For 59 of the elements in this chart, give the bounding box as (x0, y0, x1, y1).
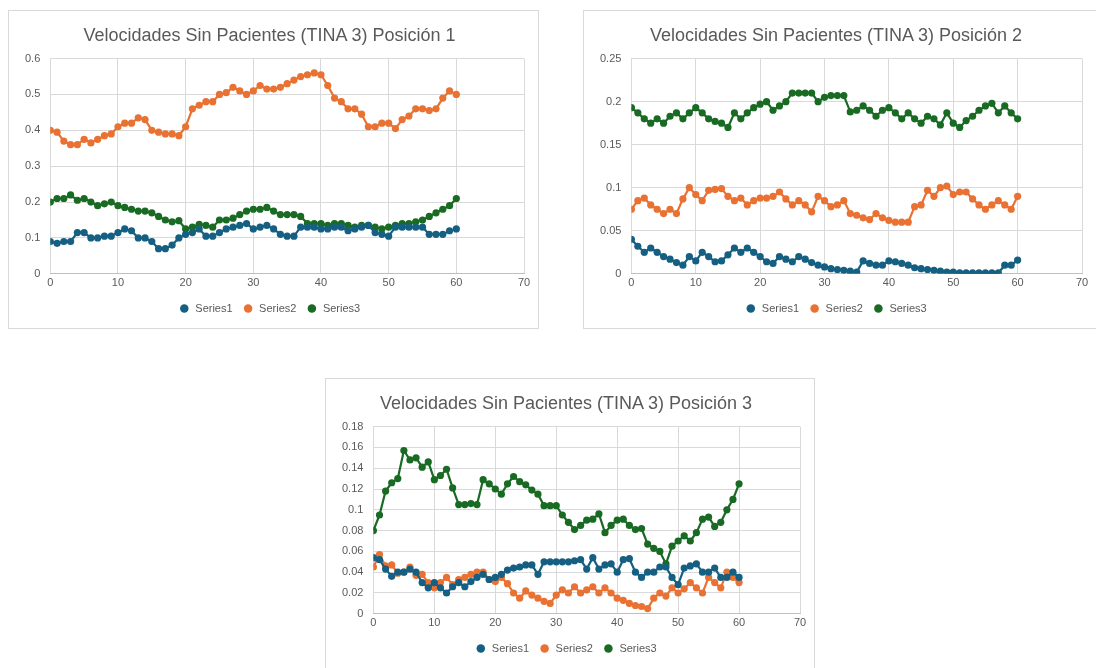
legend-label: Series3 (889, 301, 927, 314)
chart-title: Velocidades Sin Pacientes (TINA 3) Posición 1 (83, 24, 456, 45)
x-tick-label: 30 (247, 276, 260, 289)
y-tick-label: 0.12 (341, 482, 364, 495)
y-tick-label: 0.2 (606, 94, 622, 107)
x-tick-label: 40 (882, 276, 896, 289)
x-tick-label: 0 (628, 276, 635, 289)
x-tick-label: 30 (550, 616, 563, 629)
y-tick-label: 0.2 (24, 195, 41, 208)
y-tick-label: 0.14 (341, 461, 364, 474)
y-tick-label: 0.25 (599, 51, 622, 64)
y-tick-label: 0 (357, 606, 364, 619)
y-tick-label: 0.1 (348, 502, 364, 515)
x-tick-label: 60 (1011, 276, 1024, 289)
x-tick-label: 60 (732, 616, 746, 629)
x-tick-label: 50 (671, 616, 685, 629)
legend-label: Series1 (491, 641, 530, 654)
legend-label: Series3 (322, 301, 361, 314)
x-tick-label: 70 (793, 616, 807, 629)
y-tick-label: 0.6 (24, 51, 41, 64)
x-tick-label: 0 (370, 616, 377, 629)
y-tick-label: 0.02 (341, 586, 364, 599)
chart-title: Velocidades Sin Pacientes (TINA 3) Posición 2 (649, 24, 1023, 45)
x-tick-label: 40 (611, 616, 624, 629)
legend-label: Series1 (761, 301, 800, 314)
x-tick-label: 20 (489, 616, 502, 629)
legend-label: Series2 (825, 301, 863, 314)
legend-label: Series1 (195, 301, 233, 314)
x-tick-label: 60 (450, 276, 463, 289)
y-tick-label: 0.4 (24, 123, 41, 136)
x-tick-label: 10 (428, 616, 441, 629)
y-tick-label: 0.06 (341, 544, 364, 557)
y-tick-label: 0.18 (341, 419, 364, 432)
chart-title: Velocidades Sin Pacientes (TINA 3) Posición 3 (379, 392, 753, 413)
x-tick-label: 40 (314, 276, 328, 289)
y-tick-label: 0 (34, 266, 41, 279)
legend-label: Series3 (619, 641, 657, 654)
y-tick-label: 0 (615, 266, 622, 279)
x-tick-label: 70 (517, 276, 531, 289)
x-tick-label: 50 (947, 276, 960, 289)
x-tick-label: 20 (179, 276, 192, 289)
y-tick-label: 0.08 (341, 523, 364, 536)
y-tick-label: 0.5 (24, 87, 41, 100)
y-tick-label: 0.15 (599, 137, 622, 150)
x-tick-label: 70 (1075, 276, 1089, 289)
x-tick-label: 30 (818, 276, 831, 289)
y-tick-label: 0.16 (341, 440, 364, 453)
legend-label: Series2 (259, 301, 297, 314)
y-tick-label: 0.3 (24, 159, 41, 172)
y-tick-label: 0.05 (599, 223, 622, 236)
y-tick-label: 0.1 (606, 180, 622, 193)
x-tick-label: 10 (111, 276, 125, 289)
x-tick-label: 0 (47, 276, 54, 289)
y-tick-label: 0.1 (24, 230, 41, 243)
x-tick-label: 50 (382, 276, 395, 289)
x-tick-label: 20 (754, 276, 767, 289)
y-tick-label: 0.04 (341, 565, 364, 578)
x-tick-label: 10 (689, 276, 702, 289)
legend-label: Series2 (555, 641, 593, 654)
